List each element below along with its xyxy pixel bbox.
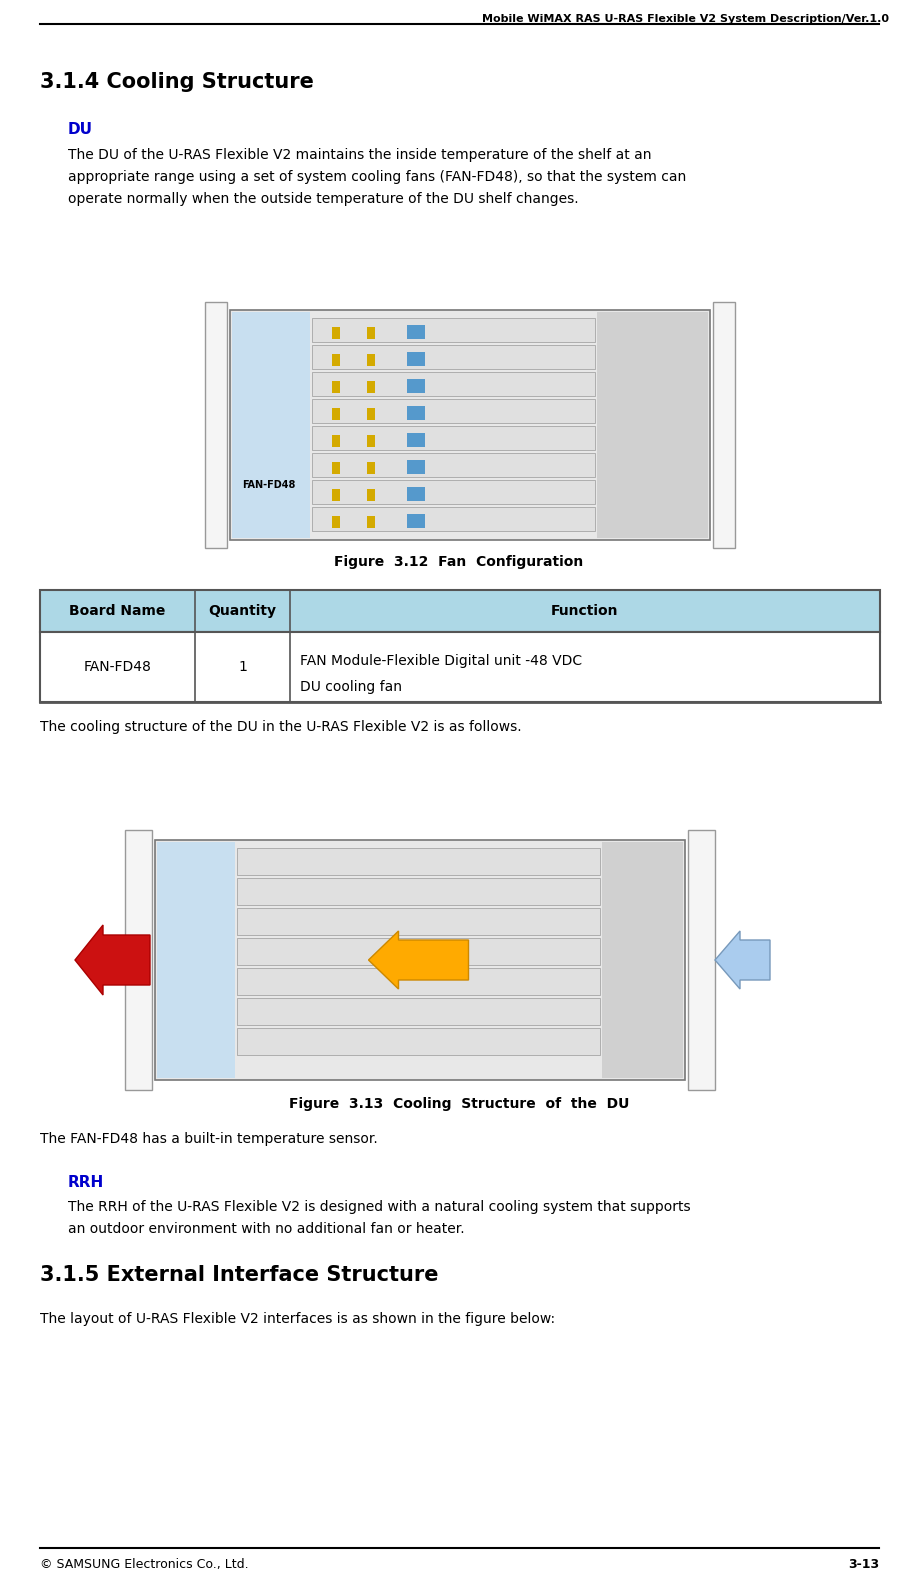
Bar	[237, 908, 600, 935]
Bar	[688, 829, 715, 1090]
Bar	[367, 489, 375, 501]
Bar	[237, 938, 600, 965]
Bar	[155, 840, 685, 1079]
Bar	[312, 452, 595, 478]
Bar	[312, 346, 595, 369]
Bar	[312, 481, 595, 504]
Bar	[407, 379, 425, 393]
Bar	[367, 435, 375, 448]
Bar	[367, 327, 375, 339]
Text: FAN Module-Flexible Digital unit -48 VDC: FAN Module-Flexible Digital unit -48 VDC	[300, 654, 582, 668]
Bar	[332, 382, 340, 393]
Bar	[367, 353, 375, 366]
Text: Board Name: Board Name	[69, 603, 165, 617]
FancyArrow shape	[75, 925, 150, 994]
Bar	[407, 434, 425, 448]
Text: 3-13: 3-13	[848, 1558, 879, 1571]
Bar	[597, 313, 708, 537]
Bar	[332, 489, 340, 501]
Bar	[230, 309, 710, 540]
Bar	[332, 462, 340, 474]
Bar	[232, 313, 310, 537]
Bar	[205, 302, 227, 548]
Bar	[312, 372, 595, 396]
Text: DU: DU	[68, 123, 93, 137]
Bar	[312, 317, 595, 342]
Bar	[407, 487, 425, 501]
Bar	[407, 460, 425, 474]
Text: 3.1.5 External Interface Structure: 3.1.5 External Interface Structure	[40, 1265, 438, 1285]
Text: 1: 1	[238, 660, 247, 674]
Text: Figure  3.13  Cooling  Structure  of  the  DU: Figure 3.13 Cooling Structure of the DU	[289, 1097, 630, 1111]
Bar	[157, 842, 235, 1078]
Bar	[312, 426, 595, 449]
Bar	[312, 399, 595, 423]
Text: operate normally when the outside temperature of the DU shelf changes.: operate normally when the outside temper…	[68, 192, 579, 206]
Bar	[332, 353, 340, 366]
Bar	[40, 632, 880, 702]
Text: RRH: RRH	[68, 1175, 104, 1189]
Bar	[332, 515, 340, 528]
Bar	[713, 302, 735, 548]
Bar	[407, 352, 425, 366]
FancyArrow shape	[369, 932, 469, 990]
Bar	[237, 998, 600, 1024]
Bar	[407, 405, 425, 419]
Bar	[407, 514, 425, 528]
Text: DU cooling fan: DU cooling fan	[300, 680, 402, 694]
Text: The FAN-FD48 has a built-in temperature sensor.: The FAN-FD48 has a built-in temperature …	[40, 1133, 378, 1145]
Text: an outdoor environment with no additional fan or heater.: an outdoor environment with no additiona…	[68, 1222, 465, 1236]
Text: © SAMSUNG Electronics Co., Ltd.: © SAMSUNG Electronics Co., Ltd.	[40, 1558, 249, 1571]
Text: 3.1.4 Cooling Structure: 3.1.4 Cooling Structure	[40, 72, 314, 93]
Text: The DU of the U-RAS Flexible V2 maintains the inside temperature of the shelf at: The DU of the U-RAS Flexible V2 maintain…	[68, 148, 652, 162]
Text: Figure  3.12  Fan  Configuration: Figure 3.12 Fan Configuration	[335, 555, 584, 569]
Bar	[40, 591, 880, 632]
Bar	[312, 507, 595, 531]
Text: appropriate range using a set of system cooling fans (FAN-FD48), so that the sys: appropriate range using a set of system …	[68, 170, 686, 184]
Text: FAN-FD48: FAN-FD48	[243, 481, 296, 490]
Text: FAN-FD48: FAN-FD48	[84, 660, 152, 674]
FancyArrow shape	[715, 932, 770, 990]
Bar	[237, 848, 600, 875]
Bar	[237, 968, 600, 994]
Text: The layout of U-RAS Flexible V2 interfaces is as shown in the figure below:: The layout of U-RAS Flexible V2 interfac…	[40, 1312, 555, 1326]
Bar	[125, 829, 152, 1090]
Bar	[367, 462, 375, 474]
Bar	[602, 842, 683, 1078]
Bar	[332, 408, 340, 419]
Text: Mobile WiMAX RAS U-RAS Flexible V2 System Description/Ver.1.0: Mobile WiMAX RAS U-RAS Flexible V2 Syste…	[482, 14, 889, 24]
Bar	[367, 515, 375, 528]
Bar	[367, 408, 375, 419]
Bar	[237, 1027, 600, 1056]
Bar	[332, 435, 340, 448]
Bar	[237, 878, 600, 905]
Text: The RRH of the U-RAS Flexible V2 is designed with a natural cooling system that : The RRH of the U-RAS Flexible V2 is desi…	[68, 1200, 690, 1214]
Text: Function: Function	[551, 603, 618, 617]
Text: The cooling structure of the DU in the U-RAS Flexible V2 is as follows.: The cooling structure of the DU in the U…	[40, 720, 522, 734]
Bar	[407, 325, 425, 339]
Text: Quantity: Quantity	[209, 603, 277, 617]
Bar	[367, 382, 375, 393]
Bar	[332, 327, 340, 339]
